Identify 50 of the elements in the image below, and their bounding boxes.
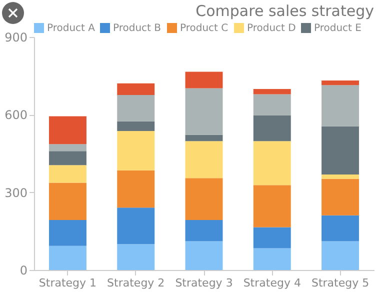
bar — [253, 141, 291, 186]
legend-label: Product D — [247, 23, 296, 34]
bar — [322, 126, 360, 174]
legend-label: Product E — [314, 23, 362, 34]
bar — [117, 121, 155, 131]
bar — [322, 241, 360, 270]
bar — [48, 246, 86, 270]
bar — [253, 185, 291, 228]
bar — [253, 227, 291, 248]
bar — [117, 208, 155, 244]
bar — [117, 130, 155, 170]
x-tick-label: Strategy 5 — [311, 276, 370, 290]
bar — [48, 220, 86, 246]
legend-label: Product A — [47, 23, 96, 34]
bar — [117, 244, 155, 270]
bar — [48, 165, 86, 183]
bar — [185, 88, 223, 135]
y-tick-label: 600 — [4, 108, 28, 122]
x-tick-label: Strategy 4 — [243, 276, 301, 290]
bar — [185, 141, 223, 178]
bar — [322, 85, 360, 126]
bar — [322, 80, 360, 86]
bar — [253, 94, 291, 116]
bar — [185, 220, 223, 242]
legend-label: Product C — [180, 23, 228, 34]
bar — [253, 248, 291, 270]
bar — [322, 174, 360, 179]
bar — [185, 178, 223, 220]
legend-label: Product B — [113, 23, 162, 34]
y-tick-label: 300 — [4, 186, 28, 200]
bar — [253, 89, 291, 94]
bar — [48, 116, 86, 144]
chart-title: Compare sales strategy — [196, 2, 374, 20]
bar — [117, 94, 155, 122]
bar — [185, 72, 223, 88]
bar — [48, 151, 86, 166]
bar — [322, 178, 360, 216]
bar — [117, 83, 155, 95]
bar — [253, 115, 291, 142]
x-tick-label: Strategy 1 — [38, 276, 97, 290]
bar — [48, 182, 86, 220]
bar — [185, 134, 223, 142]
bar — [322, 215, 360, 242]
bar — [48, 144, 86, 152]
bar — [117, 170, 155, 208]
x-tick-label: Strategy 2 — [107, 276, 165, 290]
y-tick-label: 0 — [20, 264, 28, 278]
y-tick-label: 900 — [4, 30, 28, 44]
bar — [185, 241, 223, 270]
x-tick-label: Strategy 3 — [175, 276, 233, 290]
